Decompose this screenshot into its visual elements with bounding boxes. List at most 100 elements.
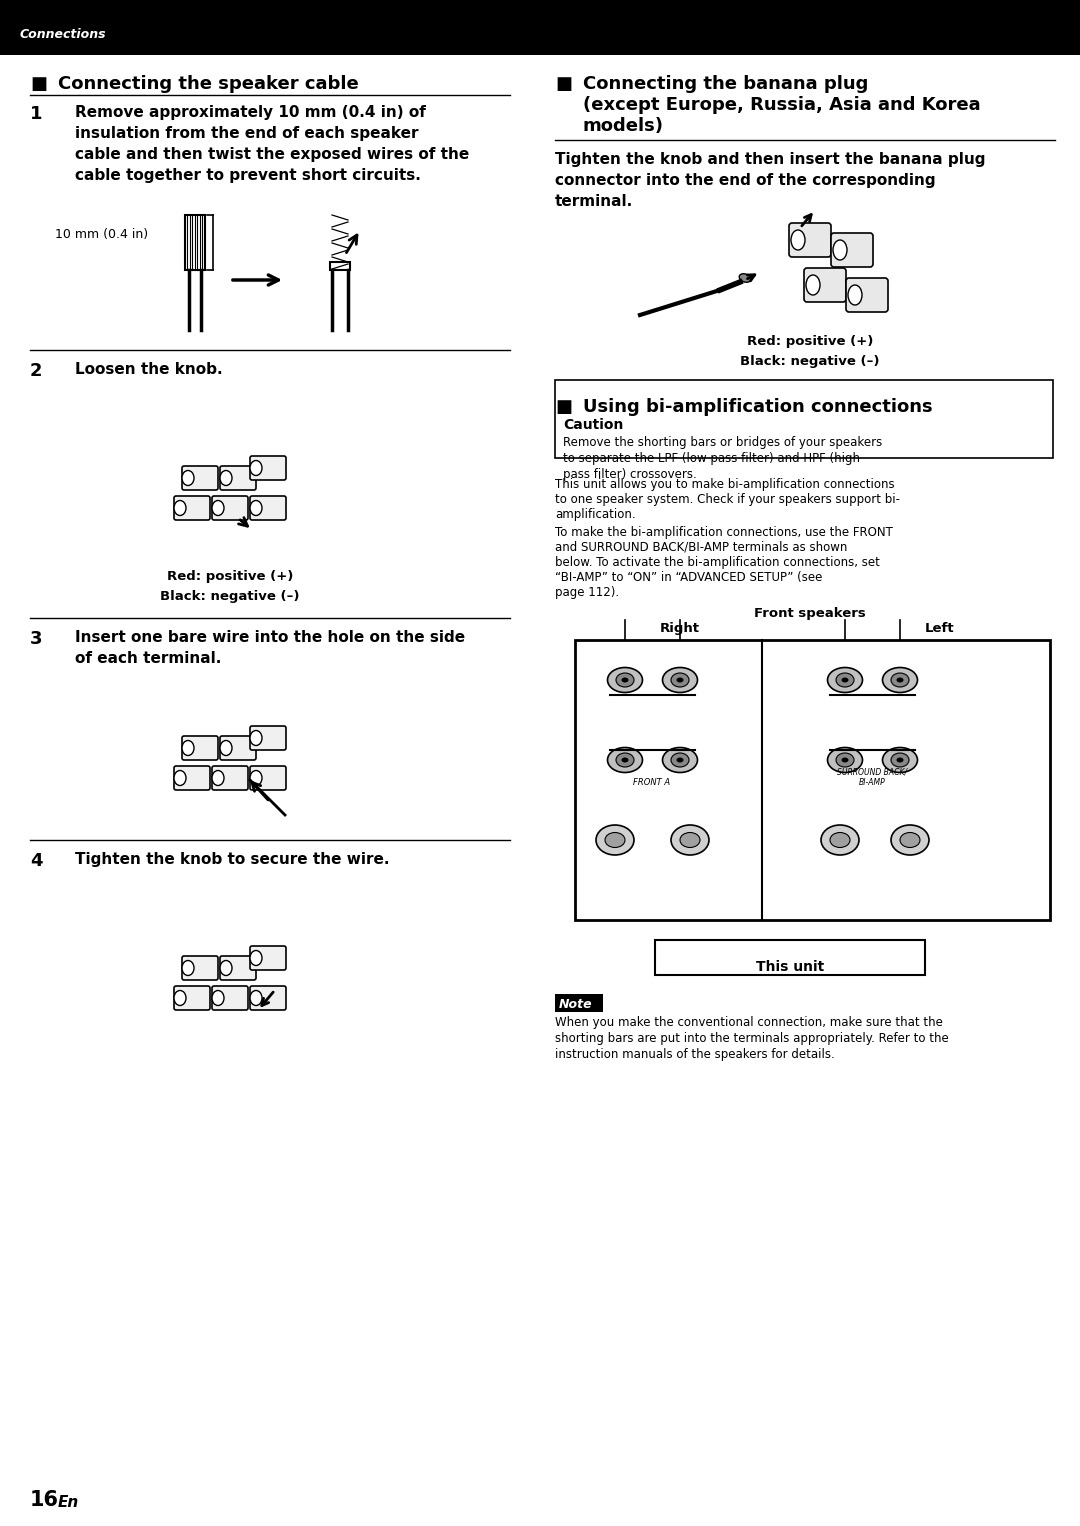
Ellipse shape [891,826,929,855]
Ellipse shape [616,673,634,687]
Text: Right: Right [660,623,700,635]
Text: 3: 3 [30,630,42,649]
Text: Tighten the knob and then insert the banana plug: Tighten the knob and then insert the ban… [555,153,986,166]
Text: Red: positive (+): Red: positive (+) [166,571,293,583]
Ellipse shape [183,740,194,755]
Text: (except Europe, Russia, Asia and Korea: (except Europe, Russia, Asia and Korea [583,96,981,114]
Text: Connections: Connections [21,27,107,41]
Text: Loosen the knob.: Loosen the knob. [75,362,222,377]
Ellipse shape [882,667,918,693]
Text: insulation from the end of each speaker: insulation from the end of each speaker [75,127,419,140]
Text: and SURROUND BACK/BI-AMP terminals as shown: and SURROUND BACK/BI-AMP terminals as sh… [555,542,848,554]
Text: This unit allows you to make bi-amplification connections: This unit allows you to make bi-amplific… [555,478,894,491]
Text: This unit: This unit [756,960,824,974]
Ellipse shape [605,833,625,847]
FancyBboxPatch shape [249,946,286,971]
Text: page 112).: page 112). [555,586,619,600]
Ellipse shape [174,990,186,1006]
FancyBboxPatch shape [212,766,248,790]
Ellipse shape [174,771,186,786]
Ellipse shape [841,678,849,682]
Ellipse shape [249,461,262,476]
Ellipse shape [212,501,224,516]
FancyBboxPatch shape [174,766,210,790]
Ellipse shape [621,757,629,763]
Ellipse shape [848,285,862,305]
Ellipse shape [174,501,186,516]
Text: ■: ■ [555,75,572,93]
FancyBboxPatch shape [212,496,248,520]
Ellipse shape [662,667,698,693]
Text: 1: 1 [30,105,42,124]
Text: Remove approximately 10 mm (0.4 in) of: Remove approximately 10 mm (0.4 in) of [75,105,426,121]
Text: Insert one bare wire into the hole on the side: Insert one bare wire into the hole on th… [75,630,465,645]
Text: 4: 4 [30,852,42,870]
Text: FRONT A: FRONT A [634,778,671,787]
Ellipse shape [833,240,847,259]
FancyBboxPatch shape [789,223,831,256]
Text: En: En [58,1495,79,1511]
FancyBboxPatch shape [174,496,210,520]
Ellipse shape [891,673,909,687]
FancyBboxPatch shape [174,986,210,1010]
Ellipse shape [596,826,634,855]
FancyBboxPatch shape [249,986,286,1010]
Ellipse shape [607,667,643,693]
Ellipse shape [680,833,700,847]
Text: “BI-AMP” to “ON” in “ADVANCED SETUP” (see: “BI-AMP” to “ON” in “ADVANCED SETUP” (se… [555,571,822,584]
Ellipse shape [806,275,820,295]
Bar [330,211,350,270]
Ellipse shape [220,740,232,755]
Ellipse shape [183,470,194,485]
Ellipse shape [220,960,232,975]
Text: 16: 16 [30,1489,59,1511]
Ellipse shape [841,757,849,763]
Text: ■: ■ [555,398,572,417]
FancyBboxPatch shape [249,726,286,749]
Text: instruction manuals of the speakers for details.: instruction manuals of the speakers for … [555,1048,835,1061]
Text: Black: negative (–): Black: negative (–) [740,356,880,368]
Ellipse shape [891,752,909,768]
Ellipse shape [212,990,224,1006]
Text: Caution: Caution [563,418,623,432]
FancyBboxPatch shape [183,465,218,490]
Text: Using bi-amplification connections: Using bi-amplification connections [583,398,933,417]
FancyBboxPatch shape [846,278,888,311]
Text: Black: negative (–): Black: negative (–) [160,591,300,603]
Text: 10 mm (0.4 in): 10 mm (0.4 in) [55,227,148,241]
Ellipse shape [896,678,904,682]
Text: Tighten the knob to secure the wire.: Tighten the knob to secure the wire. [75,852,390,867]
Text: Note: Note [559,998,593,1012]
Ellipse shape [739,273,751,282]
Ellipse shape [671,752,689,768]
Text: to separate the LPF (low pass filter) and HPF (high: to separate the LPF (low pass filter) an… [563,452,860,465]
Text: below. To activate the bi-amplification connections, set: below. To activate the bi-amplification … [555,555,880,569]
Text: When you make the conventional connection, make sure that the: When you make the conventional connectio… [555,1016,943,1029]
Text: Front speakers: Front speakers [754,607,866,620]
Text: of each terminal.: of each terminal. [75,652,221,665]
Text: 2: 2 [30,362,42,380]
Text: Red: positive (+): Red: positive (+) [746,336,874,348]
Ellipse shape [836,752,854,768]
FancyBboxPatch shape [220,465,256,490]
Ellipse shape [836,673,854,687]
Text: Connecting the banana plug: Connecting the banana plug [583,75,868,93]
Bar [555,993,603,1012]
Ellipse shape [882,748,918,772]
Ellipse shape [676,678,684,682]
Ellipse shape [827,667,863,693]
Ellipse shape [220,470,232,485]
Ellipse shape [900,833,920,847]
Ellipse shape [676,757,684,763]
FancyBboxPatch shape [183,736,218,760]
Ellipse shape [896,757,904,763]
Bar [0,0,1080,55]
Text: cable and then twist the exposed wires of the: cable and then twist the exposed wires o… [75,146,469,162]
FancyBboxPatch shape [555,380,1053,458]
FancyBboxPatch shape [183,955,218,980]
Text: SURROUND BACK/
BI-AMP: SURROUND BACK/ BI-AMP [837,768,907,787]
Ellipse shape [671,826,708,855]
Ellipse shape [671,673,689,687]
Ellipse shape [616,752,634,768]
Ellipse shape [249,990,262,1006]
